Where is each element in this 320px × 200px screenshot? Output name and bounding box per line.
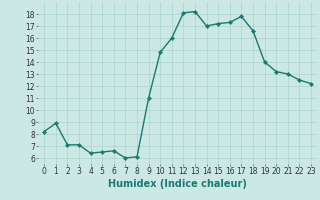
X-axis label: Humidex (Indice chaleur): Humidex (Indice chaleur) xyxy=(108,179,247,189)
